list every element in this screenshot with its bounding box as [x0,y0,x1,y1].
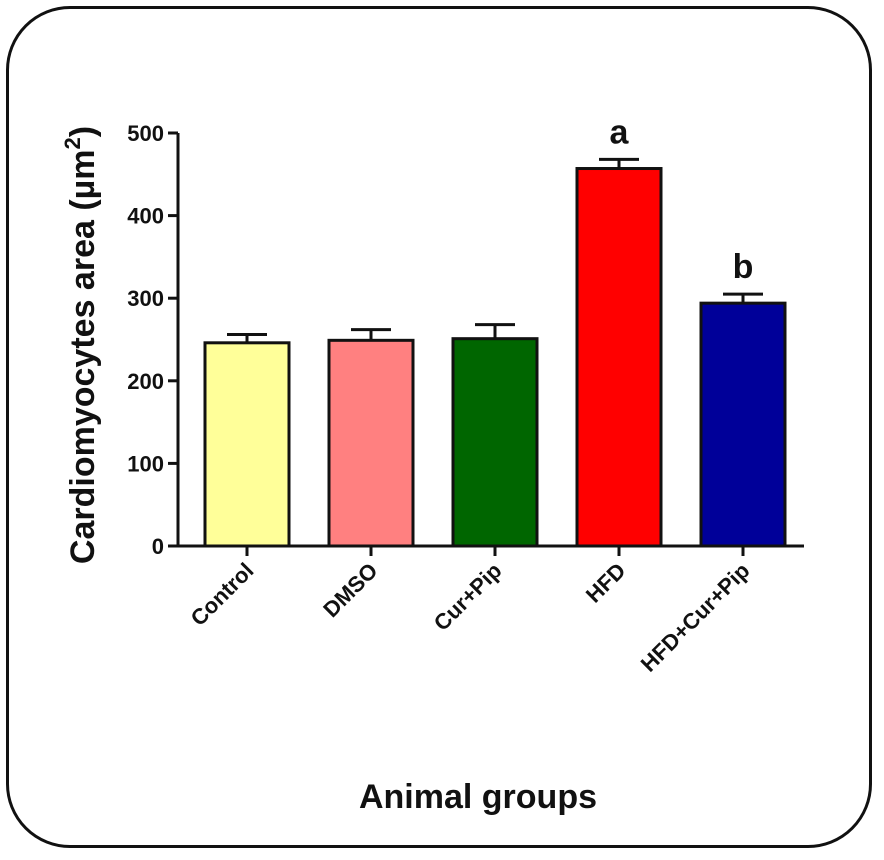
x-tick-label: HFD+Cur+Pip [636,558,755,677]
bar-dmso [327,338,415,548]
y-axis-title-suffix: ) [64,126,102,137]
y-axis-title: Cardiomyocytes area (µm2) [60,126,102,564]
x-tick-label: DMSO [318,558,382,622]
x-tick-label: Cur+Pip [429,558,507,636]
significance-label: b [733,248,754,286]
bar-hfd [575,167,663,548]
x-axis-title: Animal groups [359,778,597,816]
bar-control [203,341,291,548]
y-tick-label: 300 [127,286,164,311]
bar-hfd-cur-pip [699,301,787,548]
y-tick-label: 200 [127,369,164,394]
y-tick-label: 100 [127,451,164,476]
y-tick-label: 0 [152,534,164,559]
y-tick-label: 500 [127,121,164,146]
svg-text:Cardiomyocytes area (µm2): Cardiomyocytes area (µm2) [60,126,102,564]
x-tick-label: Control [186,558,259,631]
y-axis-title-superscript: 2 [60,137,85,149]
y-tick-label: 400 [127,204,164,229]
bars: ab [203,113,787,548]
chart-frame [6,6,872,848]
x-tick-label: HFD [581,558,631,608]
y-axis-title-main: Cardiomyocytes area (µm [64,150,102,565]
significance-label: a [610,113,630,151]
bar-cur-pip [451,337,539,548]
